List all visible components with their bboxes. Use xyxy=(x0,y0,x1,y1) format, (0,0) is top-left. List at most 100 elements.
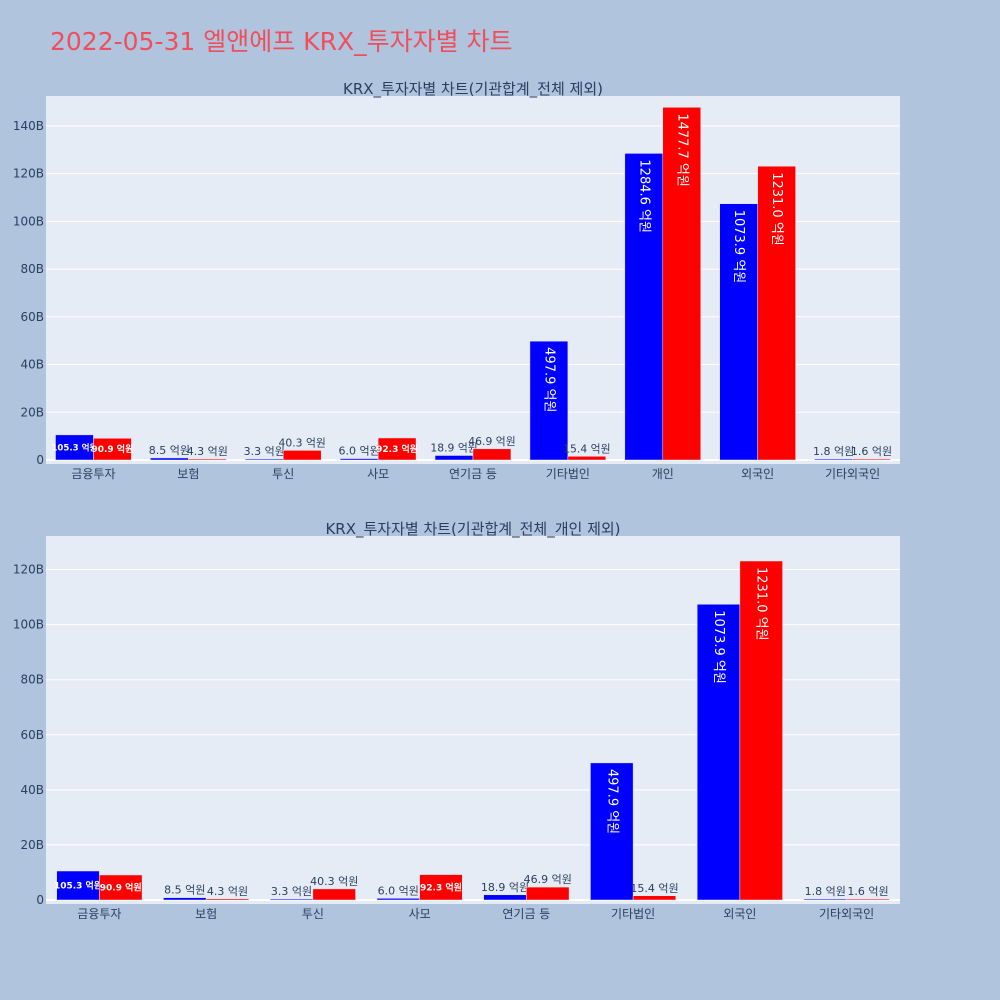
data-label: 90.9 억원 xyxy=(91,443,133,455)
data-label: 497.9 억원 xyxy=(541,347,556,412)
y-tick-label: 140B xyxy=(13,119,44,133)
x-tick-label: 투신 xyxy=(302,907,324,921)
bar xyxy=(696,604,741,901)
data-label: 1.6 억원 xyxy=(847,885,888,898)
data-label: 6.0 억원 xyxy=(339,445,380,458)
y-tick-label: 0 xyxy=(36,453,44,467)
data-label: 15.4 억원 xyxy=(563,442,610,455)
data-label: 8.5 억원 xyxy=(149,444,190,457)
x-tick-label: 외국인 xyxy=(723,907,756,921)
bar xyxy=(55,434,94,461)
x-tick-label: 기타법인 xyxy=(546,467,590,481)
data-label: 1.8 억원 xyxy=(813,445,854,458)
bar xyxy=(269,898,314,901)
data-label: 92.3 억원 xyxy=(420,881,462,893)
data-label: 18.9 억원 xyxy=(430,441,477,454)
data-label: 1.6 억원 xyxy=(851,445,892,458)
data-label: 6.0 억원 xyxy=(378,884,419,897)
bar xyxy=(803,898,847,901)
chart-title: KRX_투자자별 차트(기관합계_전체 제외) xyxy=(343,80,603,99)
data-label: 105.3 억원 xyxy=(54,880,102,892)
data-label: 3.3 억원 xyxy=(271,885,312,898)
data-label: 1073.9 억원 xyxy=(711,610,726,684)
x-tick-label: 기타외국인 xyxy=(819,907,874,921)
data-label: 92.3 억원 xyxy=(376,443,418,455)
data-label: 1284.6 억원 xyxy=(636,159,651,233)
bar xyxy=(419,874,463,901)
data-label: 1073.9 억원 xyxy=(731,210,746,284)
y-tick-label: 40B xyxy=(20,358,44,372)
data-label: 105.3 억원 xyxy=(51,441,97,453)
y-tick-label: 20B xyxy=(20,405,44,419)
data-label: 497.9 억원 xyxy=(604,769,619,834)
chart-top: KRX_투자자별 차트(기관합계_전체 제외) 0 20B 40B 60B 80B 100B… xyxy=(13,80,900,481)
y-tick-label: 80B xyxy=(20,262,44,276)
y-tick-label: 60B xyxy=(20,310,44,324)
x-tick-label: 연기금 등 xyxy=(449,467,497,481)
bar xyxy=(56,870,100,901)
bar xyxy=(757,165,796,461)
y-tick-label: 100B xyxy=(13,618,44,632)
bar xyxy=(662,107,701,461)
data-label: 1.8 억원 xyxy=(805,885,846,898)
bar xyxy=(93,438,132,461)
bar xyxy=(739,560,783,901)
x-tick-label: 외국인 xyxy=(741,467,774,481)
bar xyxy=(719,203,758,461)
chart-title: KRX_투자자별 차트(기관합계_전체_개인 제외) xyxy=(325,520,620,539)
bar xyxy=(483,894,527,901)
x-tick-label: 개인 xyxy=(652,467,674,481)
data-label: 4.3 억원 xyxy=(187,445,228,458)
data-label: 15.4 억원 xyxy=(630,882,678,895)
bar xyxy=(282,450,322,461)
x-tick-label: 보험 xyxy=(177,467,199,481)
data-label: 8.5 억원 xyxy=(164,884,205,897)
bar xyxy=(632,895,677,901)
data-label: 3.3 억원 xyxy=(244,445,285,458)
y-tick-label: 0 xyxy=(36,893,44,907)
bar xyxy=(852,458,891,461)
data-label: 18.9 억원 xyxy=(481,881,529,894)
x-tick-label: 투신 xyxy=(272,467,294,481)
x-tick-label: 금융투자 xyxy=(77,907,121,921)
data-label: 40.3 억원 xyxy=(310,875,358,888)
y-tick-label: 20B xyxy=(20,838,44,852)
data-label: 90.9 억원 xyxy=(100,881,142,893)
data-label: 46.9 억원 xyxy=(468,435,515,448)
bar xyxy=(472,448,512,461)
bar xyxy=(163,897,207,901)
data-label: 40.3 억원 xyxy=(279,436,326,449)
x-tick-label: 기타외국인 xyxy=(825,467,880,481)
bar xyxy=(376,898,420,901)
bar xyxy=(526,886,570,901)
bar xyxy=(590,762,634,901)
data-label: 46.9 억원 xyxy=(524,873,572,886)
x-tick-label: 금융투자 xyxy=(71,467,115,481)
x-tick-label: 보험 xyxy=(195,907,217,921)
y-tick-label: 120B xyxy=(13,167,44,181)
y-tick-label: 100B xyxy=(13,214,44,228)
bar xyxy=(529,340,569,461)
bar xyxy=(312,888,356,901)
data-label: 1477.7 억원 xyxy=(674,113,689,187)
bar xyxy=(377,437,417,461)
bar xyxy=(624,153,664,461)
y-tick-label: 120B xyxy=(13,563,44,577)
bar xyxy=(205,898,250,901)
data-label: 1231.0 억원 xyxy=(769,172,784,246)
x-tick-label: 기타법인 xyxy=(611,907,655,921)
x-tick-label: 사모 xyxy=(367,467,389,481)
bar xyxy=(99,874,143,901)
y-tick-label: 40B xyxy=(20,783,44,797)
bar xyxy=(188,458,227,461)
data-label: 1231.0 억원 xyxy=(754,567,769,641)
y-tick-label: 60B xyxy=(20,728,44,742)
x-tick-label: 연기금 등 xyxy=(502,907,550,921)
bar xyxy=(567,456,607,461)
x-tick-label: 사모 xyxy=(409,907,431,921)
data-label: 4.3 억원 xyxy=(207,885,248,898)
bar xyxy=(846,898,890,901)
page-title: 2022-05-31 엘앤에프 KRX_투자자별 차트 xyxy=(50,27,513,56)
y-tick-label: 80B xyxy=(20,673,44,687)
